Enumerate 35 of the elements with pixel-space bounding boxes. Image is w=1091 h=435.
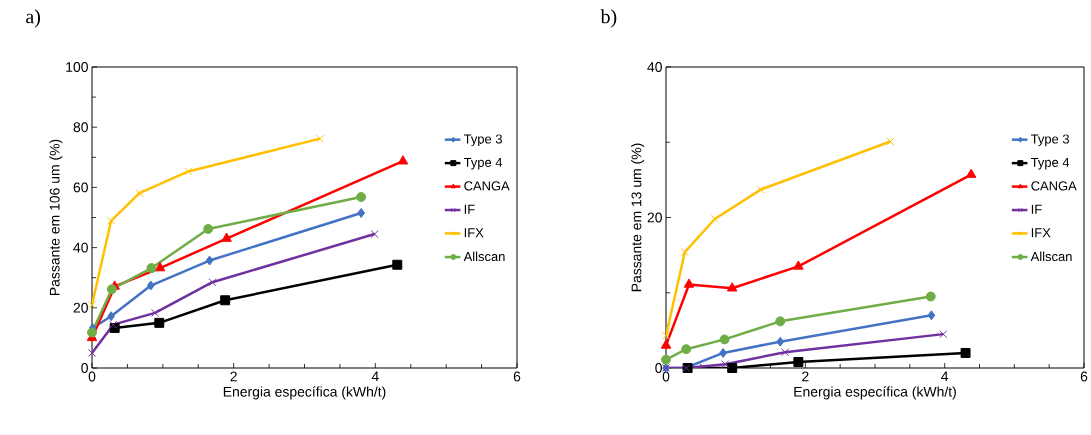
legend-label: Allscan [463,251,505,262]
y-tick-label: 20 [647,212,662,223]
legend-label: CANGA [1031,181,1077,191]
x-axis-title: Energia específica (kWh/t) [223,386,386,400]
x-tick-label: 6 [1080,371,1088,382]
y-tick-label: 0 [655,363,662,373]
x-tick-label: 0 [88,371,96,382]
x-tick-label: 2 [230,371,237,382]
legend-label: Type 4 [1030,157,1070,170]
x-tick-label: 6 [513,371,521,382]
legend-label: IF [464,204,475,214]
y-tick-label: 40 [73,242,88,253]
legend-label: IFX [1031,228,1051,238]
legend-label: Type 3 [1030,134,1069,147]
y-tick-label: 60 [73,182,88,193]
y-tick-label: 80 [73,122,88,133]
chart-title: a) [26,9,41,28]
y-tick-label: 20 [73,302,88,313]
y-axis-title: Passante em 106 um (%) [49,139,63,296]
x-tick-label: 4 [371,371,379,382]
x-tick-label: 2 [802,371,809,382]
x-axis-title: Energia específica (kWh/t) [794,386,956,400]
legend-label: IFX [464,228,484,238]
x-tick-label: 0 [662,371,670,382]
y-tick-label: 40 [647,62,662,72]
y-tick-label: 0 [81,363,88,373]
legend-label: Allscan [1030,251,1072,262]
legend-label: IF [1031,204,1042,214]
legend-label: Type 4 [463,157,503,170]
y-tick-label: 100 [66,62,88,72]
y-axis-title: Passante em 13 um (%) [631,143,645,292]
legend-label: CANGA [464,181,510,191]
chart-title: b) [600,9,617,28]
legend-label: Type 3 [463,134,502,147]
x-tick-label: 4 [941,371,949,382]
